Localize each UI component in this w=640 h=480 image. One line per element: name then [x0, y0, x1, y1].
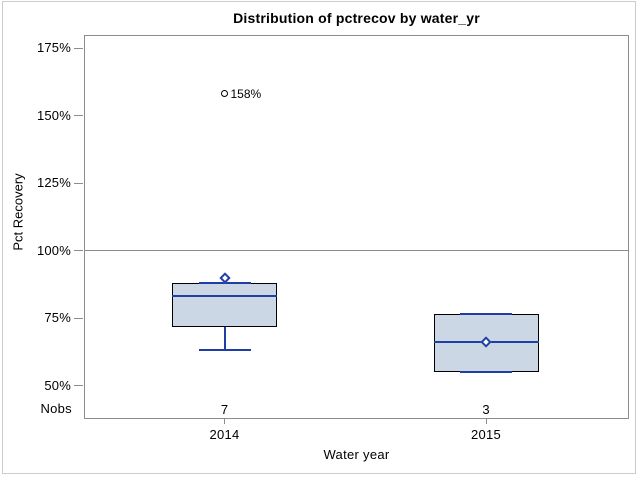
- x-tick-mark-2014: [224, 419, 225, 424]
- x-tick-mark-2015: [485, 419, 487, 424]
- y-tick-mark: [74, 182, 83, 184]
- y-tick-label: 125%: [36, 175, 71, 190]
- plot-area: [84, 35, 629, 419]
- y-tick-label: 175%: [36, 40, 71, 55]
- outlier-marker-icon: [221, 90, 228, 98]
- y-tick-mark: [74, 115, 83, 116]
- lower-whisker-stem-2014: [223, 327, 226, 351]
- figure-border: [2, 1, 636, 474]
- chart-title: Distribution of pctrecov by water_yr: [233, 10, 480, 26]
- y-tick-label: 75%: [44, 310, 71, 325]
- outlier-label: 158%: [230, 86, 262, 101]
- nobs-row-label: Nobs: [40, 401, 72, 416]
- y-tick-mark: [74, 385, 83, 386]
- y-tick-label: 100%: [36, 242, 71, 258]
- lower-whisker-cap-2015: [460, 371, 512, 373]
- y-tick-label: 50%: [44, 377, 71, 393]
- box-2014: [172, 282, 277, 328]
- nobs-value-2015: 3: [482, 402, 490, 417]
- x-axis-title: Water year: [323, 447, 390, 462]
- y-tick-mark: [74, 47, 83, 49]
- y-tick-mark: [74, 250, 83, 251]
- nobs-value-2014: 7: [220, 402, 229, 417]
- upper-whisker-cap-2015: [460, 312, 512, 315]
- x-tick-label-2014: 2014: [209, 427, 240, 442]
- median-line-2014: [172, 295, 277, 298]
- y-tick-label: 150%: [36, 107, 71, 123]
- y-tick-mark: [74, 317, 83, 319]
- lower-whisker-cap-2014: [198, 349, 251, 352]
- x-tick-label-2015: 2015: [470, 427, 502, 442]
- reference-line: [85, 250, 628, 251]
